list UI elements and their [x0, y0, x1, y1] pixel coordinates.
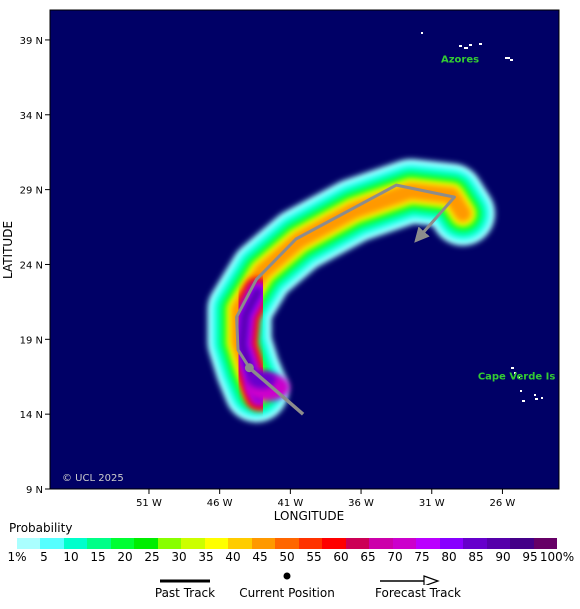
- legend-color-swatch: [298, 538, 323, 549]
- legend-tick-label: 100%: [539, 550, 575, 564]
- legend-tick-label: 80: [441, 550, 457, 564]
- legend-color-swatch: [275, 538, 299, 549]
- island-outlines: [421, 32, 543, 402]
- longitude-axis: 51 W 46 W 41 W 36 W 31 W 26 W: [136, 489, 515, 509]
- legend-color-swatch: [322, 538, 346, 549]
- legend-tick-label: 45: [252, 550, 268, 564]
- legend-tick-label: 65: [360, 550, 376, 564]
- legend-tick-label: 10: [63, 550, 79, 564]
- legend-title: Probability: [9, 521, 73, 535]
- legend-tick-label: 30: [171, 550, 187, 564]
- legend-color-swatch: [110, 538, 135, 549]
- legend-color-swatch: [17, 538, 41, 549]
- legend-color-swatch: [369, 538, 393, 549]
- legend-color-swatch: [439, 538, 464, 549]
- legend-tick-label: 85: [468, 550, 484, 564]
- legend-tick-label: 35: [198, 550, 214, 564]
- lat-tick-label: 39 N: [20, 36, 43, 47]
- legend-color-swatch: [486, 538, 511, 549]
- lat-tick-label: 19 N: [20, 335, 43, 346]
- longitude-axis-title: LONGITUDE: [274, 509, 344, 523]
- past-track-label: Past Track: [154, 586, 216, 600]
- legend-color-swatch: [463, 538, 487, 549]
- lat-tick-label: 14 N: [20, 410, 43, 421]
- current-position-key: Current Position: [237, 570, 337, 602]
- legend-tick-label: 75: [414, 550, 430, 564]
- latitude-axis: 39 N 34 N 29 N 24 N 19 N 14 N 9 N: [20, 36, 50, 496]
- legend-color-swatch: [416, 538, 440, 549]
- legend-tick-label: 5: [40, 550, 48, 564]
- forecast-track-line: [235, 183, 456, 369]
- legend-color-swatch: [392, 538, 417, 549]
- probability-color-bar: [17, 538, 558, 549]
- lon-tick-label: 51 W: [136, 498, 162, 509]
- legend-tick-label: 70: [387, 550, 403, 564]
- legend-tick-label: 95: [522, 550, 538, 564]
- current-position-marker: [244, 363, 254, 373]
- past-track-line: [248, 366, 305, 416]
- latitude-axis-title: LATITUDE: [1, 221, 15, 279]
- current-position-dot-icon: [283, 572, 291, 580]
- past-track-key: Past Track: [150, 570, 220, 602]
- lat-tick-label: 24 N: [20, 260, 43, 271]
- copyright-text: © UCL 2025: [62, 473, 124, 484]
- past-track-line-icon: [160, 579, 210, 583]
- forecast-track-arrow-icon: [380, 575, 440, 587]
- legend-color-swatch: [204, 538, 229, 549]
- legend-tick-label: 15: [90, 550, 106, 564]
- legend-tick-label: 40: [225, 550, 241, 564]
- legend-color-swatch: [181, 538, 205, 549]
- legend-color-swatch: [510, 538, 534, 549]
- legend-color-swatch: [134, 538, 158, 549]
- legend-tick-label: 1%: [7, 550, 27, 564]
- place-label: Azores: [441, 54, 479, 65]
- legend-color-swatch: [228, 538, 252, 549]
- plot-border: [49, 9, 560, 490]
- legend-color-swatch: [63, 538, 88, 549]
- probability-scale-ticks: 1% 5 10 15 20 25 30 35 40 45 50 55 60 65 70 75 80 85 90 95 1…: [0, 550, 580, 564]
- legend-tick-label: 50: [279, 550, 295, 564]
- place-label: Cape Verde Is: [478, 372, 556, 383]
- storm-tracks: [235, 183, 456, 416]
- forecast-track-key: Forecast Track: [368, 570, 468, 602]
- legend-tick-label: 90: [495, 550, 511, 564]
- place-labels: Azores Cape Verde Is: [441, 54, 555, 382]
- legend-tick-label: 20: [117, 550, 133, 564]
- legend-color-swatch: [40, 538, 64, 549]
- legend-tick-label: 25: [144, 550, 160, 564]
- lon-tick-label: 31 W: [419, 498, 445, 509]
- lon-tick-label: 46 W: [207, 498, 233, 509]
- legend-color-swatch: [87, 538, 111, 549]
- legend-color-swatch: [533, 538, 558, 549]
- lat-tick-label: 9 N: [26, 485, 43, 496]
- legend-tick-label: 60: [333, 550, 349, 564]
- legend-color-swatch: [345, 538, 370, 549]
- lon-tick-label: 41 W: [277, 498, 303, 509]
- lat-tick-label: 29 N: [20, 186, 43, 197]
- legend-color-swatch: [157, 538, 182, 549]
- legend-color-swatch: [251, 538, 276, 549]
- legend-tick-label: 55: [306, 550, 322, 564]
- lon-tick-label: 26 W: [490, 498, 516, 509]
- lon-tick-label: 36 W: [348, 498, 374, 509]
- current-position-label: Current Position: [239, 586, 335, 600]
- lat-tick-label: 34 N: [20, 111, 43, 122]
- forecast-track-label: Forecast Track: [375, 586, 461, 600]
